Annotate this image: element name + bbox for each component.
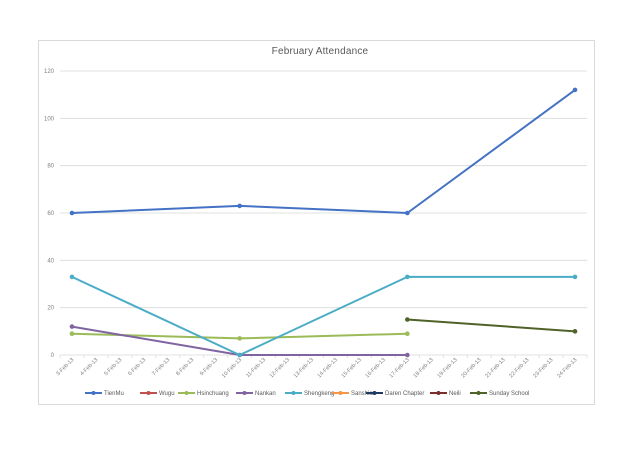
legend-item: TienMu	[85, 391, 124, 397]
legend-item: Sanshia	[332, 391, 373, 397]
data-point	[405, 317, 410, 322]
chart-area	[38, 40, 595, 405]
y-tick-label: 0	[51, 353, 55, 359]
data-point	[405, 352, 410, 358]
series-sunday-school	[405, 317, 578, 334]
legend-marker-icon	[242, 391, 247, 395]
series-tienmu	[69, 87, 578, 216]
series-line	[71, 89, 576, 214]
legend-item: Shengkeng	[285, 391, 334, 397]
x-tick-label: 10-Feb-13	[221, 357, 243, 379]
legend-marker-icon	[436, 391, 441, 395]
series-line	[71, 275, 576, 356]
series-hsinchuang	[69, 331, 410, 341]
legend-marker-icon	[372, 391, 377, 395]
data-point	[405, 274, 410, 280]
x-tick-label: 9-Feb-13	[199, 357, 219, 377]
data-point	[405, 210, 410, 216]
legend-label: Shengkeng	[304, 391, 334, 397]
legend-marker-icon	[476, 391, 481, 395]
data-point	[69, 210, 75, 216]
data-point	[237, 203, 242, 209]
x-tick-label: 3-Feb-13	[55, 357, 75, 377]
chart-title: February Attendance	[271, 46, 369, 57]
data-point	[405, 331, 410, 337]
x-tick-label: 15-Feb-13	[341, 357, 363, 379]
legend-marker-icon	[184, 391, 189, 395]
data-point	[572, 87, 578, 93]
legend-label: Daren Chapter	[385, 391, 424, 397]
x-tick-label: 12-Feb-13	[269, 357, 291, 379]
legend-marker-icon	[338, 391, 343, 395]
y-tick-label: 120	[44, 69, 55, 75]
data-point	[572, 274, 578, 280]
legend-label: Sanshia	[351, 391, 373, 397]
legend-label: Wugu	[159, 391, 175, 397]
x-tick-label: 14-Feb-13	[317, 357, 339, 379]
data-point	[69, 274, 75, 280]
series-line	[71, 325, 408, 356]
legend-marker-icon	[291, 391, 296, 395]
x-tick-label: 11-Feb-13	[245, 357, 267, 379]
legend-label: Hsinchuang	[197, 391, 229, 397]
x-tick-label: 6-Feb-13	[127, 357, 147, 377]
x-tick-label: 23-Feb-13	[532, 357, 554, 379]
legend-label: Sunday School	[489, 391, 529, 397]
x-tick-label: 5-Feb-13	[103, 357, 123, 377]
x-tick-label: 21-Feb-13	[484, 357, 506, 379]
x-tick-label: 17-Feb-13	[389, 357, 411, 379]
legend-item: Nankan	[236, 391, 276, 397]
x-tick-label: 16-Feb-13	[365, 357, 387, 379]
legend-item: Sunday School	[470, 391, 529, 397]
legend-item: Neili	[430, 391, 461, 397]
data-point	[69, 324, 75, 329]
x-tick-label: 7-Feb-13	[151, 357, 171, 377]
y-tick-label: 80	[47, 164, 54, 170]
y-tick-label: 20	[47, 306, 54, 312]
y-tick-label: 40	[47, 258, 54, 264]
legend-marker-icon	[91, 391, 96, 395]
data-point	[69, 331, 75, 337]
x-tick-label: 20-Feb-13	[460, 357, 482, 379]
legend-item: Daren Chapter	[366, 391, 424, 397]
x-tick-label: 13-Feb-13	[293, 357, 315, 379]
legend-label: Neili	[449, 391, 461, 397]
x-tick-label: 24-Feb-13	[556, 357, 578, 379]
series-nankan	[69, 324, 410, 358]
legend-item: Hsinchuang	[178, 391, 229, 397]
legend-label: Nankan	[255, 391, 276, 397]
legend-marker-icon	[146, 391, 151, 395]
y-tick-label: 100	[44, 116, 55, 122]
series-line	[407, 318, 576, 333]
data-point	[572, 329, 578, 334]
data-point	[237, 352, 242, 358]
x-tick-label: 22-Feb-13	[508, 357, 530, 379]
legend-item: Wugu	[140, 391, 175, 397]
x-tick-label: 4-Feb-13	[79, 357, 99, 377]
series-shengkeng	[69, 274, 578, 358]
y-tick-label: 60	[47, 211, 54, 217]
data-point	[237, 336, 242, 341]
x-tick-label: 19-Feb-13	[436, 357, 458, 379]
legend-label: TienMu	[104, 391, 124, 397]
x-tick-label: 8-Feb-13	[175, 357, 195, 377]
x-tick-label: 18-Feb-13	[413, 357, 435, 379]
